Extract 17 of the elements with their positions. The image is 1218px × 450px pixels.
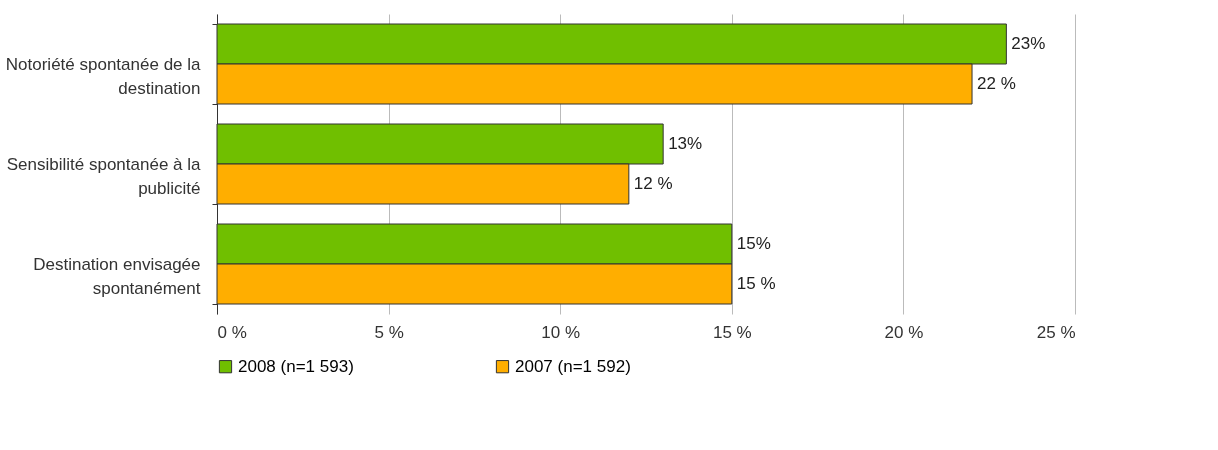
legend-label: 2008 (n=1 593) [238, 356, 354, 376]
data-label: 13% [668, 134, 703, 153]
data-label: 15 % [736, 274, 776, 293]
x-tick-label: 10 % [541, 322, 581, 342]
data-label: 22 % [977, 74, 1016, 93]
data-label: 23% [1011, 34, 1046, 53]
x-tick-label: 5 % [374, 322, 404, 342]
x-tick-label: 15 % [712, 322, 752, 342]
y-tick-label: Notoriété spontanée de la destination [5, 54, 202, 98]
data-label: 12 % [633, 174, 673, 193]
data-label: 15% [736, 234, 771, 253]
x-tick-label: 20 % [884, 322, 924, 342]
x-tick-label: 0 % [217, 322, 247, 342]
y-tick-label: Destination envisagée spontanément [33, 254, 201, 298]
y-tick-label: Sensibilité spontanée à la publicité [6, 154, 202, 198]
legend-label: 2007 (n=1 592) [515, 356, 631, 376]
x-tick-label: 25 % [1036, 322, 1076, 342]
